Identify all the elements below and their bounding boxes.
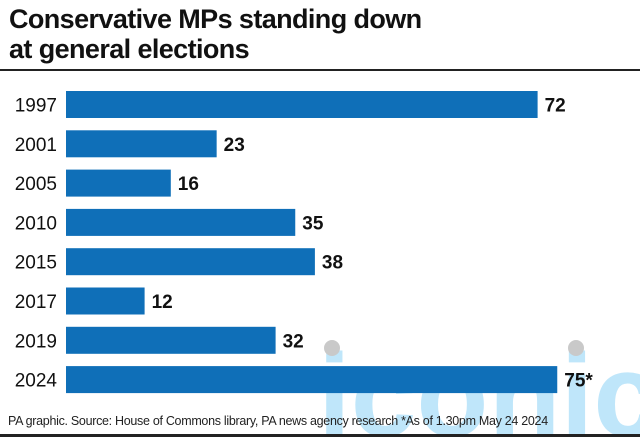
source-footnote: PA graphic. Source: House of Commons lib… <box>8 414 548 428</box>
value-label: 38 <box>322 253 343 274</box>
bar-2001 <box>66 130 217 158</box>
value-label: 32 <box>283 331 304 352</box>
value-label: 75* <box>564 371 593 392</box>
value-label: 12 <box>152 292 173 313</box>
watermark-dot <box>568 340 584 356</box>
bar-2017 <box>66 287 145 315</box>
value-label: 72 <box>545 96 566 117</box>
category-label: 1997 <box>15 96 57 117</box>
category-label: 2015 <box>15 253 57 274</box>
category-label: 2005 <box>15 174 57 195</box>
bar-2019 <box>66 326 276 354</box>
value-label: 16 <box>178 174 199 195</box>
title-line-1: Conservative MPs standing down <box>9 4 422 34</box>
top-rule <box>0 69 640 71</box>
bar-2024 <box>66 366 558 394</box>
bar-2015 <box>66 248 315 276</box>
bar-2010 <box>66 208 296 236</box>
value-label: 35 <box>302 213 324 234</box>
category-label: 2017 <box>15 292 57 313</box>
title-line-2: at general elections <box>9 34 250 64</box>
category-label: 2019 <box>15 331 57 352</box>
watermark-dot <box>324 340 340 356</box>
value-label: 23 <box>224 135 245 156</box>
category-label: 2024 <box>15 371 58 392</box>
category-label: 2001 <box>15 135 57 156</box>
bottom-rule <box>0 434 640 437</box>
category-label: 2010 <box>15 213 57 234</box>
bar-1997 <box>66 91 538 118</box>
chart-title: Conservative MPs standing down at genera… <box>9 4 422 64</box>
bar-2005 <box>66 169 171 197</box>
